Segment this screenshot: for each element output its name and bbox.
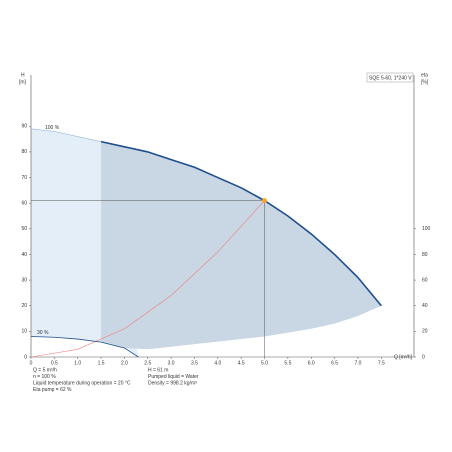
curve-100-low xyxy=(30,128,102,142)
x-tick-label: 2.5 xyxy=(144,360,151,366)
x-tick-label: 6.5 xyxy=(331,360,338,366)
info-text: Liquid temperature during operation = 20… xyxy=(33,380,131,386)
y2-tick-label: 40 xyxy=(422,303,428,309)
y2-axis-label: eta xyxy=(421,72,428,78)
y-tick-label: 70 xyxy=(21,175,27,181)
x-tick-label: 7.5 xyxy=(378,360,385,366)
info-text: Q = 5 m³/h xyxy=(33,367,57,373)
y2-tick-label: 80 xyxy=(422,252,428,258)
y-tick-label: 90 xyxy=(21,124,27,130)
curve-30 xyxy=(30,336,139,358)
y2-axis-unit: [%] xyxy=(421,79,429,85)
x-tick-label: 3.0 xyxy=(168,360,175,366)
curve-100 xyxy=(100,140,382,307)
y-tick-label: 20 xyxy=(21,303,27,309)
x-axis-label: Q [m³/h] xyxy=(394,354,413,360)
duty-point xyxy=(262,198,268,204)
info-text: Density = 998.2 kg/m³ xyxy=(148,380,197,386)
y2-tick-label: 100 xyxy=(422,226,431,232)
x-tick-label: 5.5 xyxy=(284,360,291,366)
y-axis-label: H xyxy=(21,72,25,78)
x-tick-label: 0.5 xyxy=(51,360,58,366)
y2-tick-label: 20 xyxy=(422,329,428,335)
info-text: n = 100 % xyxy=(33,374,56,380)
x-tick-label: 5.0 xyxy=(261,360,268,366)
x-tick-label: 6.0 xyxy=(308,360,315,366)
x-tick-label: 4.0 xyxy=(214,360,221,366)
y-tick-label: 40 xyxy=(21,252,27,258)
info-text: Pumped liquid = Water xyxy=(148,374,199,380)
info-text: Eta pump = 62 % xyxy=(33,387,72,393)
operating-region xyxy=(101,141,382,350)
y2-tick-label: 0 xyxy=(422,354,425,360)
x-tick-label: 2.0 xyxy=(121,360,128,366)
pump-label-box xyxy=(366,72,414,83)
y-tick-label: 30 xyxy=(21,277,27,283)
y2-tick-label: 60 xyxy=(422,277,428,283)
curve-30-label: 30 % xyxy=(37,330,49,336)
x-tick-label: 7.0 xyxy=(354,360,361,366)
y-tick-label: 10 xyxy=(21,329,27,335)
curve-100-label: 100 % xyxy=(45,125,60,131)
y-tick-label: 60 xyxy=(21,201,27,207)
x-tick-label: 1.0 xyxy=(74,360,81,366)
y-axis-unit: [m] xyxy=(19,79,27,85)
x-tick-label: 3.5 xyxy=(191,360,198,366)
y-tick-label: 50 xyxy=(21,226,27,232)
y-tick-label: 80 xyxy=(21,149,27,155)
pump-label: SQE 5-60, 1*240 V xyxy=(369,75,412,81)
x-tick-label: 4.5 xyxy=(238,360,245,366)
x-tick-label: 1.5 xyxy=(98,360,105,366)
y-tick-label: 0 xyxy=(24,354,27,360)
info-text: H = 61 m xyxy=(148,367,168,373)
system-curve xyxy=(30,200,265,358)
x-tick-label: 0 xyxy=(30,360,33,366)
